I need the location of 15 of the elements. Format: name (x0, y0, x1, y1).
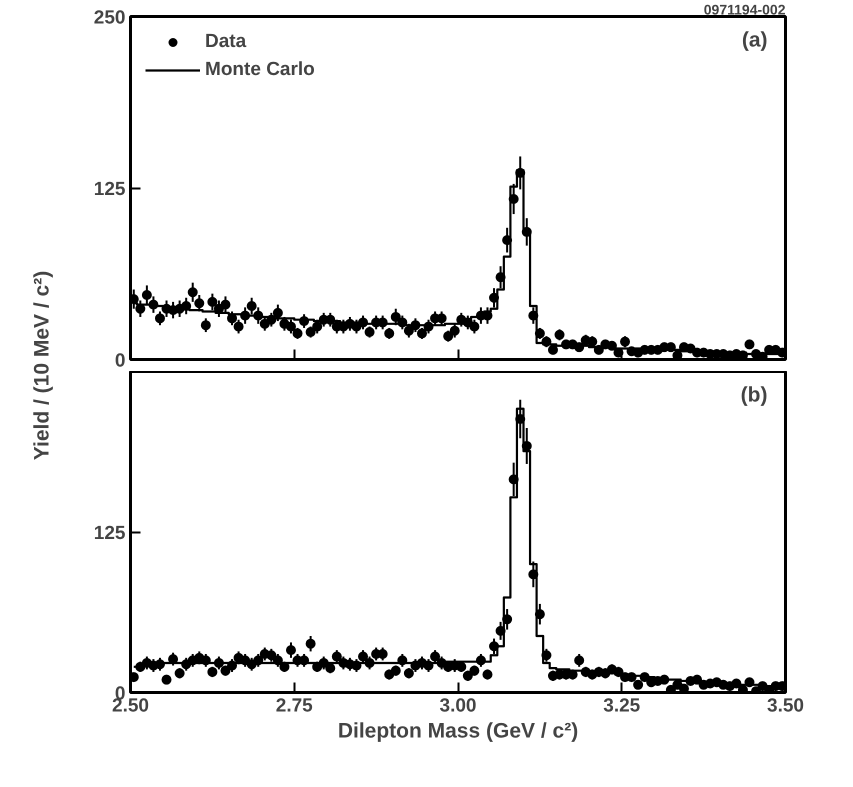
x-tick-label: 3.25 (603, 696, 641, 716)
legend-label: Data (205, 31, 246, 53)
x-tick-label: 3.50 (767, 696, 804, 716)
y-axis-title: Yield / (10 MeV / c²) (30, 270, 54, 460)
x-tick-label: 3.00 (440, 696, 476, 716)
annotation: (b) (740, 384, 768, 406)
legend-label: Monte Carlo (205, 59, 315, 81)
x-tick-label: 2.75 (276, 696, 314, 716)
y-tick-label: 125 (94, 179, 126, 200)
y-tick-label: 0 (114, 350, 126, 372)
y-tick-label: 125 (94, 523, 126, 544)
annotation: 0971194-002 (704, 2, 786, 18)
y-tick-label: 250 (94, 8, 126, 28)
annotation: (a) (742, 28, 768, 52)
x-axis-title: Dilepton Mass (GeV / c²) (338, 720, 578, 742)
